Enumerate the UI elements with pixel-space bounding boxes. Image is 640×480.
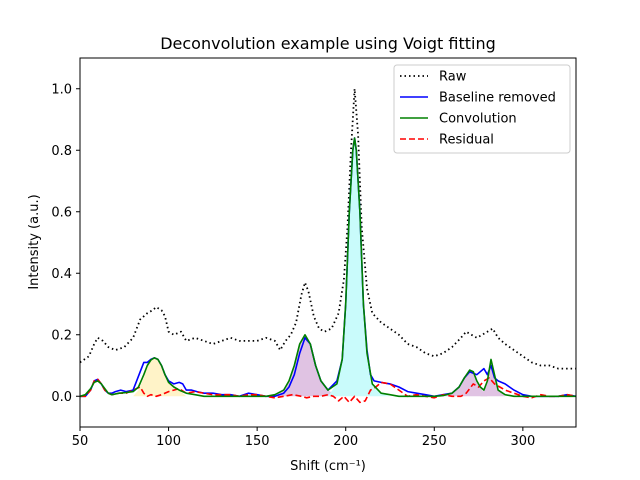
peak-fill-4: [480, 359, 506, 397]
legend-label: Residual: [439, 133, 494, 148]
x-tick-label: 200: [333, 434, 358, 449]
x-tick-label: 50: [72, 434, 89, 449]
legend: Raw Baseline removed Convolution Residual: [393, 64, 571, 154]
y-tick-label: 1.0: [51, 82, 72, 97]
peak-fill-2: [328, 138, 390, 397]
plot-frame: [79, 57, 577, 428]
x-tick-label: 250: [422, 434, 447, 449]
x-axis-ticks: 50 100 150 200 250 300: [72, 427, 535, 449]
x-tick-label: 150: [245, 434, 270, 449]
legend-box: [393, 64, 571, 154]
y-tick-label: 0.8: [51, 144, 72, 159]
y-tick-label: 0.4: [51, 267, 72, 282]
series-residual: [80, 376, 576, 404]
legend-label: Raw: [439, 70, 467, 85]
series-lines: [80, 87, 576, 404]
y-tick-label: 0.0: [51, 390, 72, 405]
series-raw: [80, 87, 576, 370]
y-axis-label: Intensity (a.u.): [27, 194, 42, 289]
x-axis-label: Shift (cm⁻¹): [290, 459, 366, 474]
x-tick-label: 300: [510, 434, 535, 449]
y-tick-label: 0.6: [51, 205, 72, 220]
y-axis-ticks: 0.0 0.2 0.4 0.6 0.8 1.0: [51, 82, 80, 405]
series-convolution: [80, 137, 576, 398]
x-tick-label: 100: [156, 434, 181, 449]
peak-fill-3: [443, 370, 488, 397]
legend-label: Baseline removed: [439, 91, 556, 106]
chart-title: Deconvolution example using Voigt fittin…: [160, 34, 496, 53]
peak-fill-1: [274, 334, 337, 397]
legend-label: Convolution: [439, 112, 517, 127]
y-tick-label: 0.2: [51, 328, 72, 343]
